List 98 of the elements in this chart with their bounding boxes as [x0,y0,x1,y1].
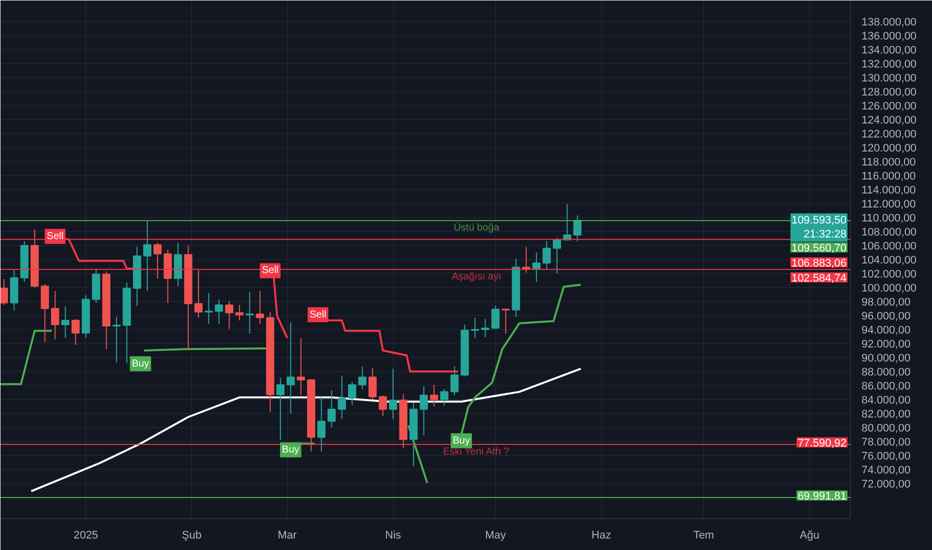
candlestick [204,292,213,324]
candlestick [72,318,80,346]
y-tick-label: 82.000,00 [862,408,910,420]
y-tick-label: 128.000,00 [862,86,917,98]
y-tick-label: 114.000,00 [862,184,916,196]
x-tick-label: 2025 [74,530,98,542]
candlestick [388,368,398,420]
candlestick [470,317,480,338]
y-tick-label: 118.000,00 [862,156,916,168]
annotation: 109.560,70 [791,242,847,254]
y-tick-label: 108.000,00 [862,226,917,238]
candlestick [368,368,377,400]
y-tick-label: 112.000,00 [862,198,916,210]
y-tick-label: 98.000,00 [862,296,910,308]
y-tick-label: 116.000,00 [862,170,916,182]
y-tick-label: 78.000,00 [862,436,910,448]
candlestick [450,366,459,396]
y-tick-label: 124.000,00 [862,114,917,126]
candlestick [40,284,49,343]
candlestick [328,390,336,428]
y-tick-label: 76.000,00 [862,450,910,462]
candlestick [51,290,60,340]
y-tick-label: 110.000,00 [862,212,916,224]
candlestick [296,337,305,396]
ref-line-label: Eski Yeni Ath ? [443,446,510,458]
y-tick-label: 88.000,00 [862,366,910,378]
candlestick [225,300,234,330]
y-tick-label: 102.000,00 [862,268,917,280]
line-series [30,368,582,492]
annotation: 102.584,74 [791,272,847,284]
candlestick [420,386,428,436]
candlestick [430,384,438,407]
candlestick [61,306,70,338]
annotation: 106.883,06 [791,257,847,270]
y-tick-label: 92.000,00 [862,338,910,350]
annotation: 21:32:28 [804,228,847,241]
y-tick-label: 100.000,00 [862,282,917,294]
candlestick [0,278,8,306]
candlestick [112,316,121,363]
y-tick-label: 126.000,00 [862,100,917,112]
candlestick [552,237,562,274]
x-tick-label: Şub [182,530,202,542]
y-tick-label: 130.000,00 [862,72,917,84]
candlestick [174,242,182,287]
candlestick [491,305,500,330]
candlestick [276,377,285,441]
y-tick-label: 136.000,00 [862,30,917,42]
annotation: 109.593,50 [791,214,847,226]
candlestick [502,308,510,334]
data-label: Sell [262,265,279,276]
candlestick [153,242,162,279]
y-tick-label: 96.000,00 [862,310,910,322]
candlestick [286,322,295,414]
candlestick [235,304,244,321]
data-label: Buy [282,444,300,456]
y-tick-label: 132.000,00 [862,58,917,70]
ref-line-label: Üstü boğa [454,222,500,234]
y-tick-label: 104.000,00 [862,254,917,266]
x-tick-label: Tem [693,530,714,542]
candlestick [542,240,551,270]
x-tick-label: Ağu [800,530,820,542]
candlestick [522,246,530,274]
candlestick [532,252,541,282]
candlestick [214,298,224,324]
candlestick [440,388,448,406]
x-tick-label: Mar [278,530,298,542]
x-tick-label: Nis [385,530,402,542]
data-label: Sell [46,230,64,242]
y-tick-label: 106.000,00 [862,240,917,252]
y-tick-label: 74.000,00 [862,464,910,476]
candlestick [338,375,346,420]
candlestick [348,382,356,406]
annotation: 77.590,92 [798,437,846,450]
candlestick [378,394,387,417]
y-tick-label: 134.000,00 [862,44,917,56]
x-tick-label: Haz [592,530,612,542]
candlestick [256,290,264,324]
y-tick-label: 86.000,00 [862,380,910,392]
data-label: Sell [310,309,326,320]
y-tick-label: 90.000,00 [862,352,910,364]
y-tick-label: 120.000,00 [862,142,917,154]
ref-line-label: Aşağısı ayı [452,271,502,282]
y-tick-label: 84.000,00 [862,394,910,406]
candlestick [317,396,326,452]
candlestick [481,318,490,338]
candlestick [143,220,152,292]
y-tick-label: 138.000,00 [862,16,917,28]
y-tick-label: 80.000,00 [862,422,910,434]
candlestick [573,214,582,242]
annotation: 69.991,81 [798,490,846,503]
y-tick-label: 94.000,00 [862,324,910,336]
y-tick-label: 122.000,00 [862,128,917,140]
y-tick-label: 72.000,00 [862,478,910,490]
data-label: Buy [452,435,470,446]
candlestick [358,366,366,390]
candlestick [246,291,254,334]
x-tick-label: May [485,530,506,542]
candlestick [194,270,203,318]
